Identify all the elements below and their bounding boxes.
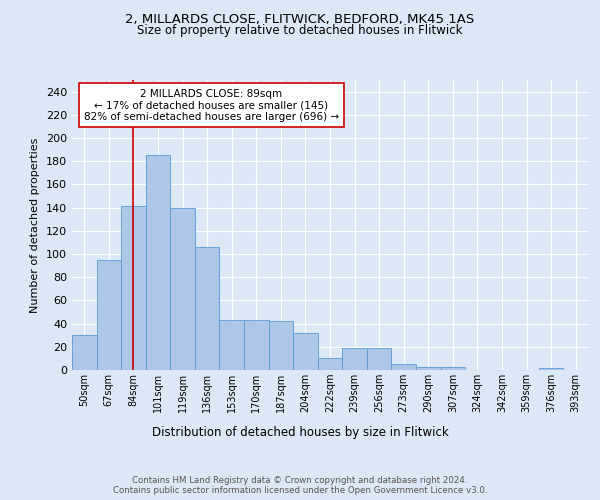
Bar xyxy=(72,335,97,370)
Bar xyxy=(367,348,391,370)
Bar xyxy=(318,358,342,370)
Bar xyxy=(146,156,170,370)
Bar xyxy=(440,366,465,370)
Bar xyxy=(342,348,367,370)
Bar xyxy=(121,206,146,370)
Text: Size of property relative to detached houses in Flitwick: Size of property relative to detached ho… xyxy=(137,24,463,37)
Text: 2 MILLARDS CLOSE: 89sqm
← 17% of detached houses are smaller (145)
82% of semi-d: 2 MILLARDS CLOSE: 89sqm ← 17% of detache… xyxy=(84,88,339,122)
Bar xyxy=(170,208,195,370)
Bar xyxy=(195,247,220,370)
Bar xyxy=(97,260,121,370)
Text: Distribution of detached houses by size in Flitwick: Distribution of detached houses by size … xyxy=(152,426,448,439)
Bar xyxy=(244,320,269,370)
Bar xyxy=(220,320,244,370)
Bar xyxy=(416,366,440,370)
Bar xyxy=(293,333,318,370)
Bar xyxy=(391,364,416,370)
Text: 2, MILLARDS CLOSE, FLITWICK, BEDFORD, MK45 1AS: 2, MILLARDS CLOSE, FLITWICK, BEDFORD, MK… xyxy=(125,12,475,26)
Bar xyxy=(539,368,563,370)
Text: Contains HM Land Registry data © Crown copyright and database right 2024.
Contai: Contains HM Land Registry data © Crown c… xyxy=(113,476,487,495)
Bar xyxy=(269,322,293,370)
Y-axis label: Number of detached properties: Number of detached properties xyxy=(31,138,40,312)
